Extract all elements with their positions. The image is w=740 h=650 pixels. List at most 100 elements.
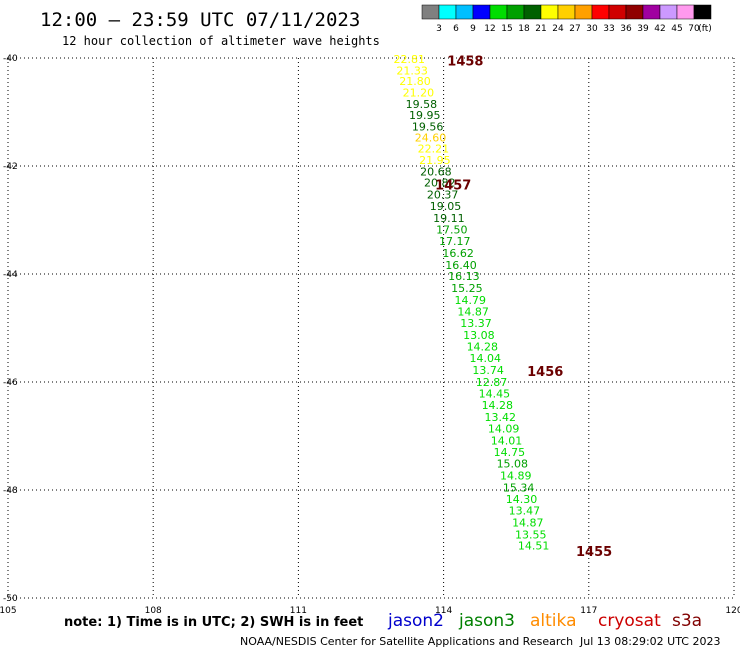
- wave-height-value: 22.81: [393, 53, 425, 66]
- chart-subtitle: 12 hour collection of altimeter wave hei…: [62, 34, 380, 48]
- y-tick-label: -48: [3, 486, 18, 496]
- scale-swatch: [642, 4, 661, 20]
- wave-height-value: 24.60: [415, 131, 447, 144]
- wave-height-value: 13.37: [460, 317, 492, 330]
- scale-swatch: [693, 4, 712, 20]
- x-tick-label: 111: [290, 606, 307, 616]
- wave-height-value: 20.37: [427, 189, 459, 202]
- chart-title: 12:00 — 23:59 UTC 07/11/2023: [40, 9, 360, 31]
- wave-height-value: 14.30: [506, 493, 538, 506]
- mission-legend: jason2 jason3 altika cryosat s3a: [387, 611, 702, 631]
- wave-height-value: 14.45: [479, 387, 511, 400]
- wave-height-value: 15.25: [451, 282, 483, 295]
- wave-height-value: 14.51: [518, 540, 550, 553]
- footer-org: NOAA/NESDIS Center for Satellite Applica…: [240, 635, 573, 648]
- scale-swatch: [506, 4, 525, 20]
- wave-height-value: 19.95: [409, 109, 441, 122]
- wave-height-value: 13.08: [463, 329, 495, 342]
- x-tick-label: 114: [435, 606, 452, 616]
- wave-height-value: 14.28: [482, 399, 514, 412]
- mission-jason2: jason2: [387, 611, 444, 631]
- wave-height-value: 19.05: [430, 200, 462, 213]
- y-tick-label: -42: [3, 162, 18, 172]
- scale-label: 36: [620, 24, 632, 34]
- scale-swatch: [523, 4, 542, 20]
- wave-height-value: 19.11: [433, 212, 465, 225]
- note-text: note: 1) Time is in UTC; 2) SWH is in fe…: [64, 615, 363, 630]
- axis-ticks: 105 108 111 114 117 120 -40 -42 -44 -46 -48 -50: [0, 54, 740, 616]
- wave-height-value: 21.20: [403, 87, 435, 100]
- wave-height-value: 21.80: [399, 75, 431, 88]
- scale-label: 21: [535, 24, 546, 34]
- scale-swatch: [608, 4, 627, 20]
- scale-label: 33: [603, 24, 614, 34]
- scale-swatch: [438, 4, 457, 20]
- wave-height-value: 14.75: [494, 446, 526, 459]
- x-tick-label: 105: [0, 606, 17, 616]
- scale-swatch: [540, 4, 559, 20]
- scale-swatch: [421, 4, 440, 20]
- x-tick-label: 108: [145, 606, 162, 616]
- mission-s3a: s3a: [672, 611, 702, 631]
- scale-label: 45: [671, 24, 682, 34]
- mission-cryosat: cryosat: [598, 611, 661, 631]
- wave-height-value: 14.87: [457, 305, 489, 318]
- wave-height-value: 14.28: [467, 340, 499, 353]
- wave-height-value: 12.87: [476, 376, 508, 389]
- wave-height-value: 13.42: [484, 411, 516, 424]
- wave-height-value: 20.68: [420, 165, 452, 178]
- scale-label: 39: [637, 24, 649, 34]
- wave-height-value: 21.33: [396, 64, 428, 77]
- mission-jason3: jason3: [458, 611, 515, 631]
- scale-swatch: [659, 4, 678, 20]
- mission-altika: altika: [530, 611, 577, 631]
- scale-label: 15: [501, 24, 512, 34]
- time-label: 1455: [576, 545, 612, 560]
- wave-height-value: 19.56: [412, 121, 444, 134]
- scale-swatch: [455, 4, 474, 20]
- wave-height-value: 15.34: [503, 481, 535, 494]
- y-tick-label: -46: [3, 378, 18, 388]
- scale-swatch: [574, 4, 593, 20]
- scale-label: 27: [569, 24, 580, 34]
- grid-lines: [7, 57, 735, 599]
- scale-swatch: [676, 4, 695, 20]
- wave-height-value: 17.17: [439, 235, 471, 248]
- scale-swatch: [557, 4, 576, 20]
- scale-label: 70: [688, 24, 700, 34]
- wave-height-value: 13.47: [509, 505, 541, 518]
- scale-label: 24: [552, 24, 564, 34]
- y-tick-label: -50: [3, 594, 18, 604]
- wave-height-value: 16.13: [448, 270, 480, 283]
- wave-height-value: 14.01: [491, 434, 523, 447]
- y-tick-label: -40: [3, 54, 18, 64]
- wave-height-value: 14.87: [512, 516, 544, 529]
- time-label: 1457: [435, 178, 471, 193]
- y-tick-label: -44: [3, 270, 18, 280]
- scale-label: 18: [518, 24, 530, 34]
- wave-height-value: 13.55: [515, 528, 547, 541]
- wave-height-value: 16.62: [442, 247, 474, 260]
- wave-height-value: 14.89: [500, 469, 532, 482]
- scale-label: 42: [654, 24, 665, 34]
- wave-height-value: 14.79: [454, 294, 486, 307]
- scale-swatch: [591, 4, 610, 20]
- scale-swatch: [472, 4, 491, 20]
- wave-height-value: 21.95: [419, 154, 451, 167]
- scale-label: 3: [436, 24, 442, 34]
- wave-height-value: 14.04: [469, 352, 501, 365]
- scale-label: 30: [586, 24, 598, 34]
- wave-height-value: 14.09: [488, 422, 520, 435]
- wave-height-value: 20.82: [424, 177, 456, 190]
- wave-height-labels: 22.8121.3321.8021.2019.5819.9519.5624.60…: [393, 53, 549, 553]
- scale-label: 9: [470, 24, 476, 34]
- time-label: 1458: [447, 55, 483, 70]
- wave-height-value: 22.21: [418, 143, 450, 156]
- scale-swatch: [625, 4, 644, 20]
- color-scale-legend: 3 6 9 12 15 18 21 24 27 30 33 36 39 42 45 70(ft): [421, 4, 712, 34]
- time-label: 1456: [527, 365, 563, 380]
- scale-label: 6: [453, 24, 459, 34]
- footer-timestamp: Jul 13 08:29:02 UTC 2023: [579, 635, 720, 648]
- wave-height-value: 19.58: [406, 98, 438, 111]
